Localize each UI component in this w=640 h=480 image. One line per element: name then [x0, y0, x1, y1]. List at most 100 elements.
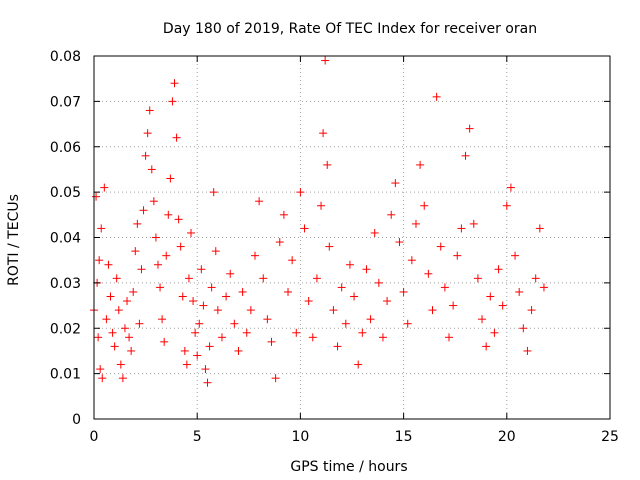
- data-point: [378, 333, 387, 342]
- axis-ticks: [93, 55, 611, 420]
- data-point: [416, 160, 425, 169]
- data-point: [527, 306, 536, 315]
- data-point: [449, 301, 458, 310]
- data-point: [112, 274, 121, 283]
- data-point: [135, 319, 144, 328]
- y-tick-label: 0.01: [50, 367, 81, 383]
- tick-labels: 0 5 10 15 20 25 0 0.01 0.02 0.03 0.04 0.05 0.06 0.07 0…: [50, 49, 619, 445]
- data-point: [176, 242, 185, 251]
- data-point: [366, 315, 375, 324]
- data-point: [139, 206, 148, 215]
- x-axis-label: GPS time / hours: [290, 459, 407, 475]
- data-point: [108, 328, 117, 337]
- data-point: [162, 251, 171, 260]
- data-point: [440, 283, 449, 292]
- y-tick-label: 0: [72, 412, 81, 428]
- data-point: [323, 160, 332, 169]
- data-point: [494, 265, 503, 274]
- x-tick-label: 15: [395, 429, 413, 445]
- data-point: [133, 219, 142, 228]
- chart-title: Day 180 of 2019, Rate Of TEC Index for r…: [163, 21, 537, 37]
- y-tick-label: 0.03: [50, 276, 81, 292]
- data-point: [203, 378, 212, 387]
- data-point: [153, 260, 162, 269]
- data-point: [234, 346, 243, 355]
- data-point: [436, 242, 445, 251]
- data-point: [490, 328, 499, 337]
- data-point: [319, 129, 328, 138]
- data-point: [184, 274, 193, 283]
- data-point: [358, 328, 367, 337]
- data-point: [461, 151, 470, 160]
- x-tick-label: 25: [601, 429, 619, 445]
- data-point: [432, 92, 441, 101]
- data-point: [539, 283, 548, 292]
- data-point: [362, 265, 371, 274]
- data-point: [170, 79, 179, 88]
- data-point: [469, 219, 478, 228]
- data-point: [191, 328, 200, 337]
- data-point: [383, 297, 392, 306]
- data-point: [226, 269, 235, 278]
- data-point: [160, 337, 169, 346]
- data-point: [498, 301, 507, 310]
- data-point: [424, 269, 433, 278]
- data-point: [271, 374, 280, 383]
- data-point: [123, 297, 132, 306]
- data-point: [403, 319, 412, 328]
- data-point: [259, 274, 268, 283]
- data-point: [217, 333, 226, 342]
- data-point: [238, 287, 247, 296]
- data-point: [168, 97, 177, 106]
- data-point: [374, 278, 383, 287]
- data-point: [127, 346, 136, 355]
- data-point: [515, 287, 524, 296]
- data-point: [473, 274, 482, 283]
- data-point: [407, 256, 416, 265]
- data-point: [143, 129, 152, 138]
- y-tick-label: 0.02: [50, 321, 81, 337]
- data-point: [387, 210, 396, 219]
- data-point: [246, 306, 255, 315]
- data-point: [158, 315, 167, 324]
- data-point: [116, 360, 125, 369]
- data-point: [519, 324, 528, 333]
- data-point: [506, 183, 515, 192]
- data-point: [391, 179, 400, 188]
- data-point: [187, 228, 196, 237]
- data-point: [120, 324, 129, 333]
- x-tick-label: 0: [90, 429, 99, 445]
- x-tick-label: 10: [291, 429, 309, 445]
- data-point: [304, 297, 313, 306]
- data-point: [195, 319, 204, 328]
- data-point: [465, 124, 474, 133]
- data-point: [482, 342, 491, 351]
- data-point: [156, 283, 165, 292]
- data-point: [345, 260, 354, 269]
- data-point: [457, 224, 466, 233]
- data-point: [114, 306, 123, 315]
- data-point: [321, 56, 330, 65]
- data-point: [267, 337, 276, 346]
- data-point: [292, 328, 301, 337]
- data-point: [250, 251, 259, 260]
- data-point: [370, 228, 379, 237]
- data-point: [523, 346, 532, 355]
- data-point: [189, 297, 198, 306]
- data-point: [92, 192, 101, 201]
- data-point: [350, 292, 359, 301]
- data-point: [279, 210, 288, 219]
- data-point: [325, 242, 334, 251]
- data-point: [174, 215, 183, 224]
- data-point: [535, 224, 544, 233]
- data-point: [445, 333, 454, 342]
- data-point: [354, 360, 363, 369]
- y-tick-label: 0.04: [50, 231, 81, 247]
- data-point: [104, 260, 113, 269]
- data-point: [337, 283, 346, 292]
- data-point: [97, 224, 106, 233]
- data-point: [300, 224, 309, 233]
- data-point: [178, 292, 187, 301]
- data-point: [129, 287, 138, 296]
